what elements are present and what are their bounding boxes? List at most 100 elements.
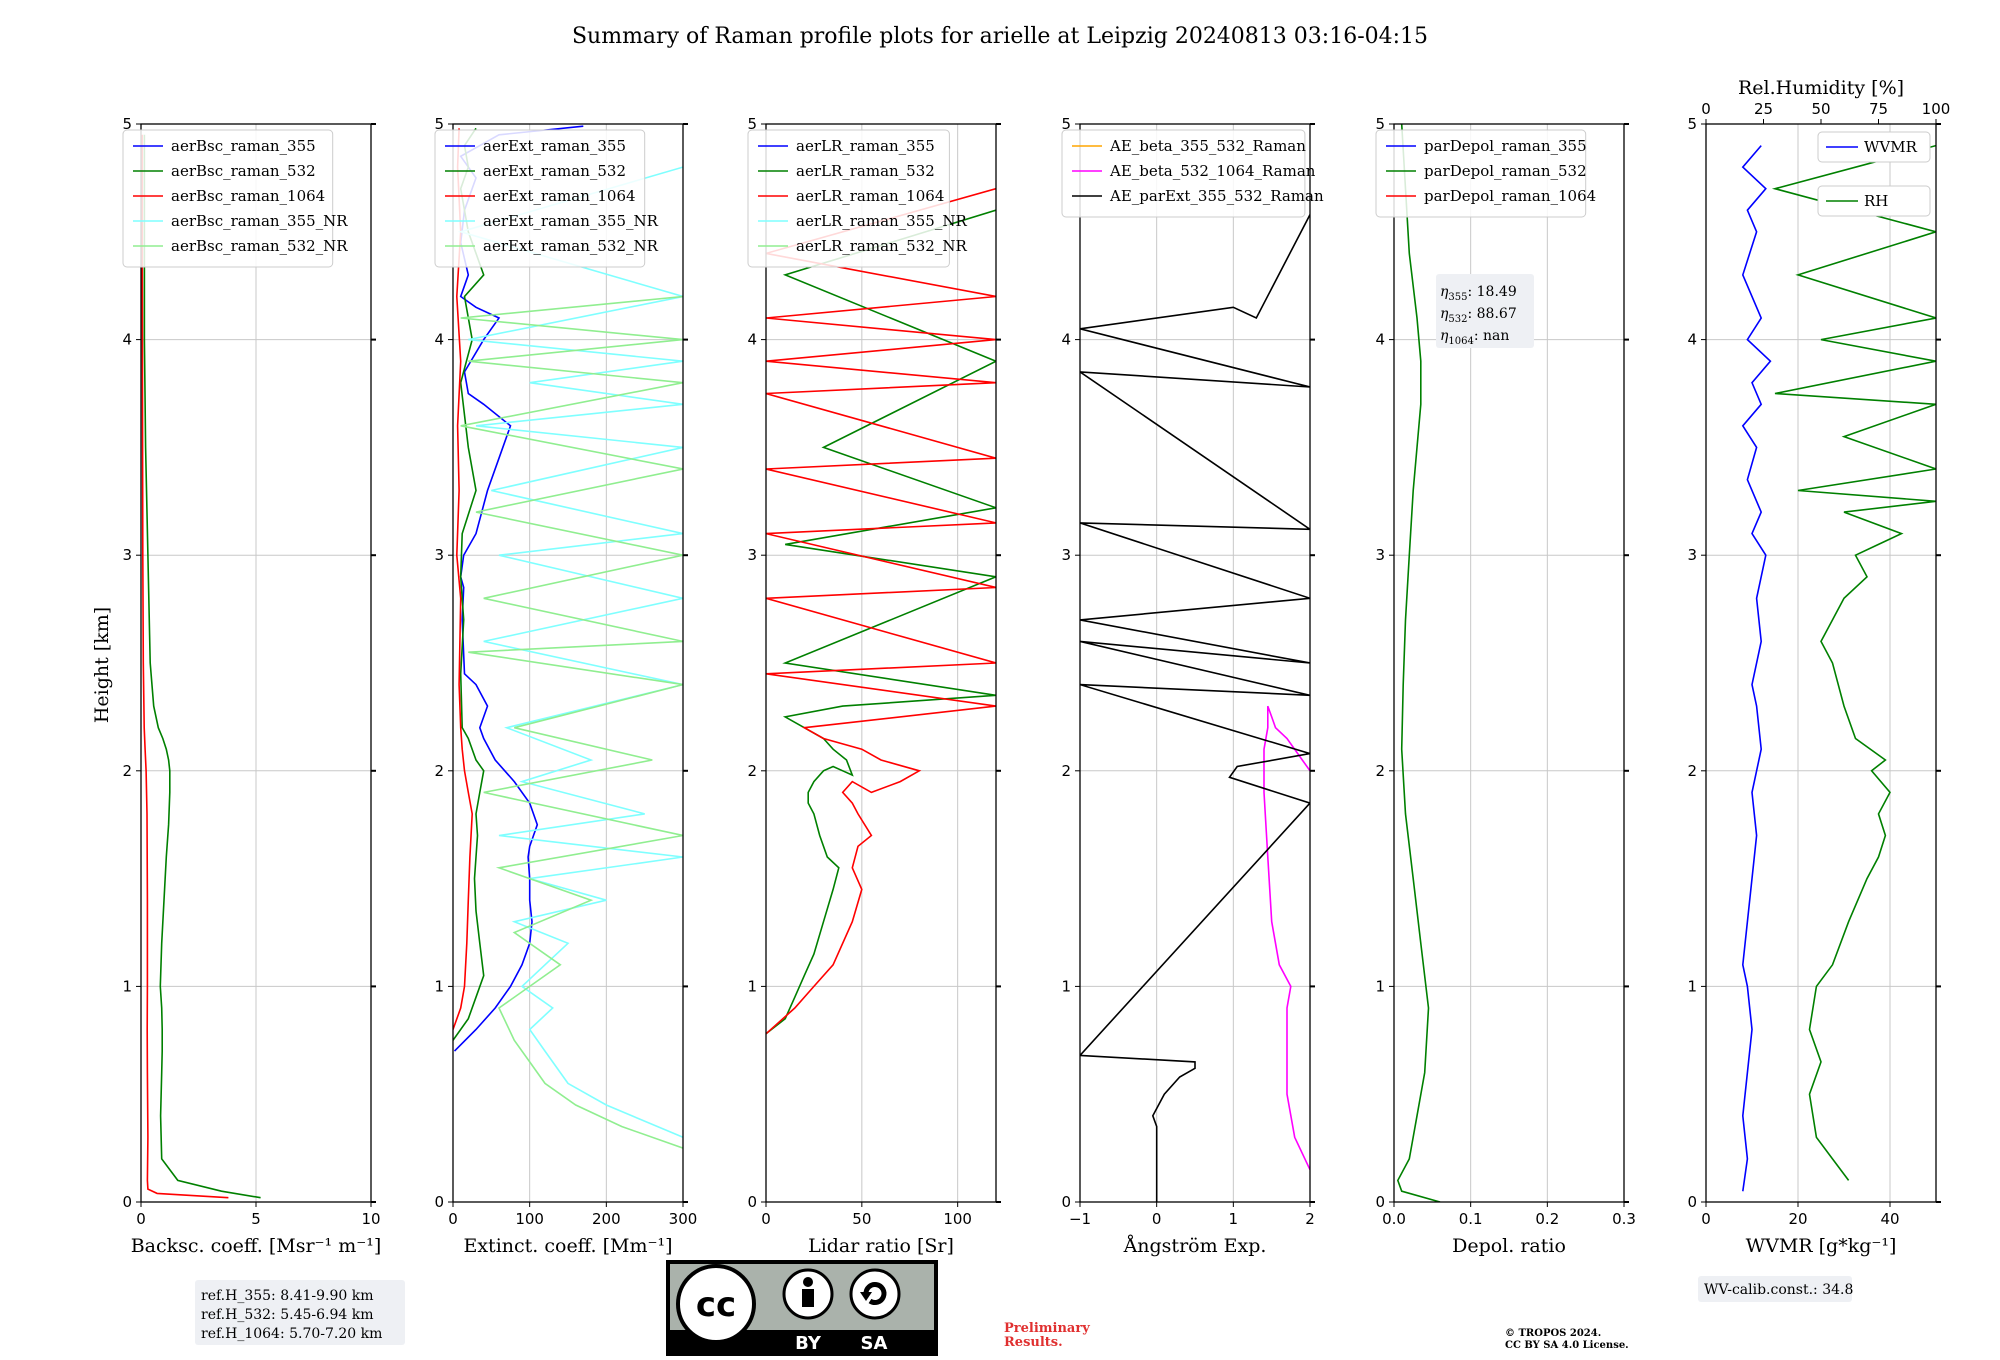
legend-label-aerBsc_raman_532_NR: aerBsc_raman_532_NR bbox=[171, 237, 348, 255]
y-tick-label: 4 bbox=[747, 331, 757, 349]
y-tick-label: 1 bbox=[1375, 977, 1385, 995]
y-tick-label: 0 bbox=[747, 1193, 757, 1211]
series-line-aerBsc_raman_532 bbox=[143, 134, 261, 1199]
y-tick-label: 3 bbox=[122, 546, 132, 564]
legend-label-aerLR_raman_532: aerLR_raman_532 bbox=[796, 162, 935, 180]
y-tick-label: 0 bbox=[1061, 1193, 1071, 1211]
y-tick-label: 3 bbox=[747, 546, 757, 564]
x-tick-label: 0 bbox=[761, 1210, 771, 1228]
legend-label-aerExt_raman_1064: aerExt_raman_1064 bbox=[483, 187, 636, 205]
y-tick-label: 3 bbox=[1687, 546, 1697, 564]
x-axis-label: Backsc. coeff. [Msr⁻¹ m⁻¹] bbox=[131, 1235, 382, 1257]
reference-heights-box: ref.H_355: 8.41-9.90 km ref.H_532: 5.45-… bbox=[195, 1280, 405, 1345]
legend-box bbox=[1375, 129, 1587, 218]
y-tick-label: 2 bbox=[747, 762, 757, 780]
y-tick-label: 3 bbox=[434, 546, 444, 564]
series-line-WVMR bbox=[1741, 145, 1772, 1192]
cc-icon bbox=[676, 1264, 756, 1344]
y-tick-label: 4 bbox=[1375, 331, 1385, 349]
panel-3: 0 50 100 0 1 2 3 4 5 Lidar ratio [Sr] aerLR_raman_… bbox=[747, 115, 1001, 1257]
y-tick-label: 0 bbox=[1375, 1193, 1385, 1211]
copyright-line-1: © TROPOS 2024. bbox=[1505, 1328, 1601, 1339]
y-tick-label: 4 bbox=[1687, 331, 1697, 349]
legend-label-aerLR_raman_532_NR: aerLR_raman_532_NR bbox=[796, 237, 967, 255]
eta-1064: η1064: nan bbox=[1440, 328, 1509, 347]
x2-tick-label: 100 bbox=[1922, 100, 1951, 118]
legend-label-aerBsc_raman_1064: aerBsc_raman_1064 bbox=[171, 187, 325, 205]
x-axis-label: Extinct. coeff. [Mm⁻¹] bbox=[463, 1235, 672, 1257]
x2-axis-label: Rel.Humidity [%] bbox=[1738, 77, 1904, 99]
badge-by: BY bbox=[795, 1333, 822, 1354]
series-line-AE_beta_532_1064_Raman bbox=[1263, 705, 1310, 1171]
license-badge: cc BY SA bbox=[666, 1260, 938, 1356]
panel-2: 0 100 200 300 0 1 2 3 4 5 Extinct. coeff. [Mm⁻¹] ae… bbox=[434, 115, 697, 1257]
y-tick-label: 5 bbox=[1061, 115, 1071, 133]
x-tick-label: 200 bbox=[592, 1210, 621, 1228]
x-tick-label: 100 bbox=[515, 1210, 544, 1228]
axes-frame bbox=[1393, 123, 1625, 1203]
y-tick-label: 2 bbox=[122, 762, 132, 780]
y-tick-label: 2 bbox=[434, 762, 444, 780]
x-tick-label: 20 bbox=[1788, 1210, 1807, 1228]
y-tick-label: 0 bbox=[1687, 1193, 1697, 1211]
legend-label-aerLR_raman_1064: aerLR_raman_1064 bbox=[796, 187, 944, 205]
legend-label-RH: RH bbox=[1864, 192, 1888, 210]
panel-6: 0 20 40 0 1 2 3 4 5 WVMR [g*kg⁻¹] 0 25 50 75 100 Rel.Hu… bbox=[1687, 77, 1950, 1257]
x-tick-label: 1 bbox=[1229, 1210, 1239, 1228]
y-tick-label: 2 bbox=[1375, 762, 1385, 780]
legend-label-aerExt_raman_532: aerExt_raman_532 bbox=[483, 162, 626, 180]
y-tick-label: 4 bbox=[434, 331, 444, 349]
legend-label-parDepol_raman_1064: parDepol_raman_1064 bbox=[1424, 187, 1596, 205]
legend-label-WVMR: WVMR bbox=[1864, 138, 1918, 156]
legend-label-aerLR_raman_355_NR: aerLR_raman_355_NR bbox=[796, 212, 967, 230]
legend-label-aerLR_raman_355: aerLR_raman_355 bbox=[796, 137, 935, 155]
legend-box bbox=[1817, 131, 1931, 163]
x2-tick-label: 0 bbox=[1701, 100, 1711, 118]
x-tick-label: 0.1 bbox=[1459, 1210, 1483, 1228]
legend-label-aerBsc_raman_532: aerBsc_raman_532 bbox=[171, 162, 316, 180]
preliminary-line-1: Preliminary bbox=[1004, 1321, 1090, 1336]
legend-box bbox=[1817, 185, 1931, 217]
ref-height-532: ref.H_532: 5.45-6.94 km bbox=[201, 1307, 374, 1323]
x-tick-label: 300 bbox=[669, 1210, 698, 1228]
y-tick-label: 4 bbox=[1061, 331, 1071, 349]
series-line-aerExt_raman_355 bbox=[453, 125, 584, 1052]
x-tick-label: 0.0 bbox=[1382, 1210, 1406, 1228]
y-tick-label: 5 bbox=[434, 115, 444, 133]
y-tick-label: 5 bbox=[1375, 115, 1385, 133]
y-tick-label: 2 bbox=[1687, 762, 1697, 780]
preliminary-line-2: Results. bbox=[1004, 1335, 1063, 1350]
panel-5: 0.0 0.1 0.2 0.3 0 1 2 3 4 5 Depol. ratio parDepol_r… bbox=[1375, 115, 1635, 1257]
series-line-aerLR_raman_532 bbox=[766, 209, 996, 1035]
x-tick-label: 0 bbox=[1701, 1210, 1711, 1228]
eta-box: η355: 18.49 η532: 88.67 η1064: nan bbox=[1436, 274, 1534, 348]
x-tick-label: 2 bbox=[1305, 1210, 1315, 1228]
x-tick-label: 40 bbox=[1880, 1210, 1899, 1228]
x2-tick-label: 75 bbox=[1869, 100, 1888, 118]
legend-box bbox=[1061, 129, 1306, 218]
x-tick-label: 0.2 bbox=[1535, 1210, 1559, 1228]
series-line-RH bbox=[1771, 144, 1936, 1181]
y-tick-label: 5 bbox=[1687, 115, 1697, 133]
axes-frame bbox=[452, 123, 684, 1203]
legend-label-AE_beta_355_532_Raman: AE_beta_355_532_Raman bbox=[1109, 137, 1306, 155]
y-axis-label: Height [km] bbox=[91, 607, 113, 723]
x-tick-label: −1 bbox=[1069, 1210, 1091, 1228]
x-axis-label: WVMR [g*kg⁻¹] bbox=[1746, 1235, 1897, 1257]
wv-calib-box: WV-calib.const.: 34.8 bbox=[1698, 1276, 1853, 1302]
series-line-aerExt_raman_1064 bbox=[453, 128, 474, 1030]
series-line-AE_parExt_355_532_Raman bbox=[1080, 214, 1310, 1202]
x-tick-label: 0 bbox=[136, 1210, 146, 1228]
x-axis-label: Depol. ratio bbox=[1452, 1235, 1566, 1257]
x-tick-label: 50 bbox=[852, 1210, 871, 1228]
eta-532: η532: 88.67 bbox=[1440, 306, 1517, 325]
series-line-parDepol_raman_532 bbox=[1396, 124, 1441, 1202]
series-line-aerExt_raman_532_NR bbox=[460, 295, 683, 1149]
x-axis-label: Ångström Exp. bbox=[1123, 1235, 1267, 1257]
x-tick-label: 5 bbox=[251, 1210, 261, 1228]
x-tick-label: 0 bbox=[1152, 1210, 1162, 1228]
series-line-aerExt_raman_532 bbox=[453, 127, 485, 1041]
share-alike-icon bbox=[849, 1268, 901, 1320]
